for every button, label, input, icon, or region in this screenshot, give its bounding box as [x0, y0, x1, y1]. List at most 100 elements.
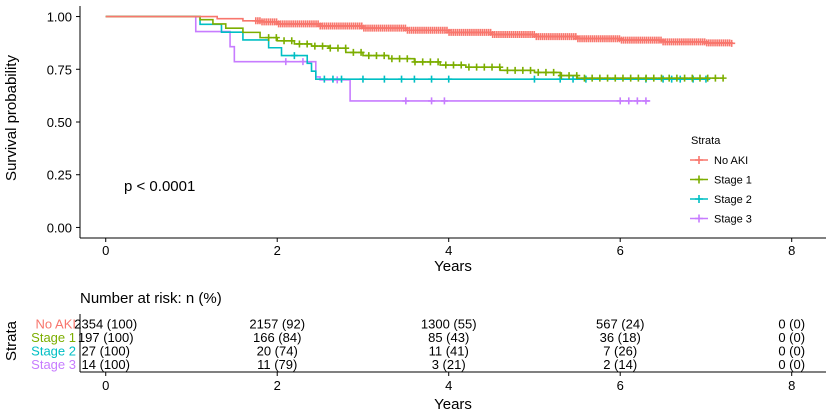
censor-mark: [334, 44, 342, 52]
censor-mark: [380, 52, 388, 60]
censor-mark: [272, 34, 280, 42]
censor-mark: [657, 74, 665, 82]
legend-items: No AKI Stage 1 Stage 2 Stage 3: [690, 155, 752, 226]
y-tick-label: 1.00: [47, 10, 72, 25]
censor-mark: [496, 63, 504, 71]
censor-mark: [728, 39, 736, 47]
censor-mark: [473, 63, 481, 71]
censor-mark: [673, 74, 681, 82]
censor-mark: [511, 66, 519, 74]
risk-cell: 0 (0): [778, 317, 805, 332]
censor-mark: [480, 63, 488, 71]
legend-item-stage-3: Stage 3: [690, 214, 752, 226]
censor-mark: [488, 63, 496, 71]
censor-mark: [359, 75, 367, 83]
legend-item-stage-1: Stage 1: [690, 175, 752, 187]
censor-mark: [633, 97, 641, 105]
censor-mark: [445, 75, 453, 83]
censor-mark: [465, 63, 473, 71]
censor-mark: [388, 55, 396, 63]
censor-mark: [265, 34, 273, 42]
censor-mark: [704, 74, 712, 82]
risk-cell: 11 (79): [257, 357, 297, 372]
censor-mark: [665, 74, 673, 82]
risk-cell: 2 (14): [603, 357, 637, 372]
legend-label: Stage 2: [714, 194, 752, 206]
censor-mark: [450, 61, 458, 69]
risk-cell: 14 (100): [82, 357, 130, 372]
censor-mark: [573, 72, 581, 80]
censor-mark: [311, 42, 319, 50]
x-axis-title: Years: [434, 258, 472, 275]
risk-cell: 166 (84): [253, 330, 301, 345]
risk-table-x-ticks: 0 2 4 6 8: [102, 372, 795, 393]
km-curves: [105, 15, 736, 105]
censor-mark: [565, 72, 573, 80]
censor-mark: [676, 75, 684, 83]
censor-mark: [442, 61, 450, 69]
censor-marks-no-aki: [252, 17, 736, 47]
legend: Strata No AKI Stage 1 Stage 2 Stage 3: [690, 135, 752, 226]
risk-table-title: Number at risk: n (%): [80, 290, 222, 307]
risk-table-y-title: Strata: [3, 320, 20, 361]
risk-cell: 0 (0): [778, 330, 805, 345]
km-plot: Survival probability 0.00 0.25 0.50 0.75 1.0…: [3, 6, 826, 275]
censor-mark: [596, 74, 604, 82]
y-tick-label: 0.00: [47, 220, 72, 235]
km-curve-stage-1: [105, 15, 724, 79]
censor-mark: [580, 74, 588, 82]
risk-table-x-title: Years: [434, 396, 472, 413]
censor-mark: [434, 58, 442, 66]
censor-mark: [550, 68, 558, 76]
censor-mark: [411, 58, 419, 66]
x-tick-label: 2: [274, 243, 281, 258]
censor-mark: [372, 52, 380, 60]
risk-cell: 0 (0): [778, 344, 805, 359]
censor-mark: [365, 52, 373, 60]
risk-cell: 36 (18): [600, 330, 641, 345]
censor-mark: [380, 75, 388, 83]
censor-mark: [642, 74, 650, 82]
risk-cell: 3 (21): [432, 357, 466, 372]
censor-mark: [588, 74, 596, 82]
censor-mark: [604, 74, 612, 82]
risk-x-tick-label: 2: [274, 378, 281, 393]
risk-row-label: Stage 2: [31, 344, 76, 359]
censor-mark: [634, 74, 642, 82]
censor-mark: [398, 75, 406, 83]
censor-mark: [440, 97, 448, 105]
censor-mark: [303, 40, 311, 48]
y-tick-label: 0.75: [47, 62, 72, 77]
censor-mark: [642, 97, 650, 105]
censor-mark: [650, 74, 658, 82]
censor-mark: [410, 75, 418, 83]
risk-cell: 567 (24): [596, 317, 644, 332]
risk-cell: 85 (43): [428, 330, 469, 345]
censor-mark: [542, 68, 550, 76]
risk-cell: 2354 (100): [74, 317, 137, 332]
legend-label: No AKI: [714, 155, 748, 167]
legend-item-no-aki: No AKI: [690, 155, 748, 167]
x-tick-label: 4: [445, 243, 452, 258]
legend-label: Stage 1: [714, 175, 752, 187]
censor-mark: [556, 75, 564, 83]
risk-row-label: No AKI: [36, 317, 76, 332]
risk-cell: 27 (100): [82, 344, 130, 359]
censor-mark: [611, 74, 619, 82]
censor-mark: [519, 66, 527, 74]
censor-mark: [616, 97, 624, 105]
censor-mark: [290, 52, 298, 60]
risk-cell: 197 (100): [78, 330, 134, 345]
censor-mark: [557, 72, 565, 80]
censor-mark: [426, 58, 434, 66]
y-tick-label: 0.50: [47, 115, 72, 130]
censor-mark: [530, 75, 538, 83]
censor-mark: [711, 74, 719, 82]
censor-mark: [320, 75, 328, 83]
censor-mark: [627, 74, 635, 82]
legend-key-cross: [695, 156, 703, 164]
risk-row-stage-2: Stage 2 27 (100) 20 (74) 11 (41) 7 (26) 0 (0): [31, 344, 805, 359]
censor-mark: [326, 44, 334, 52]
